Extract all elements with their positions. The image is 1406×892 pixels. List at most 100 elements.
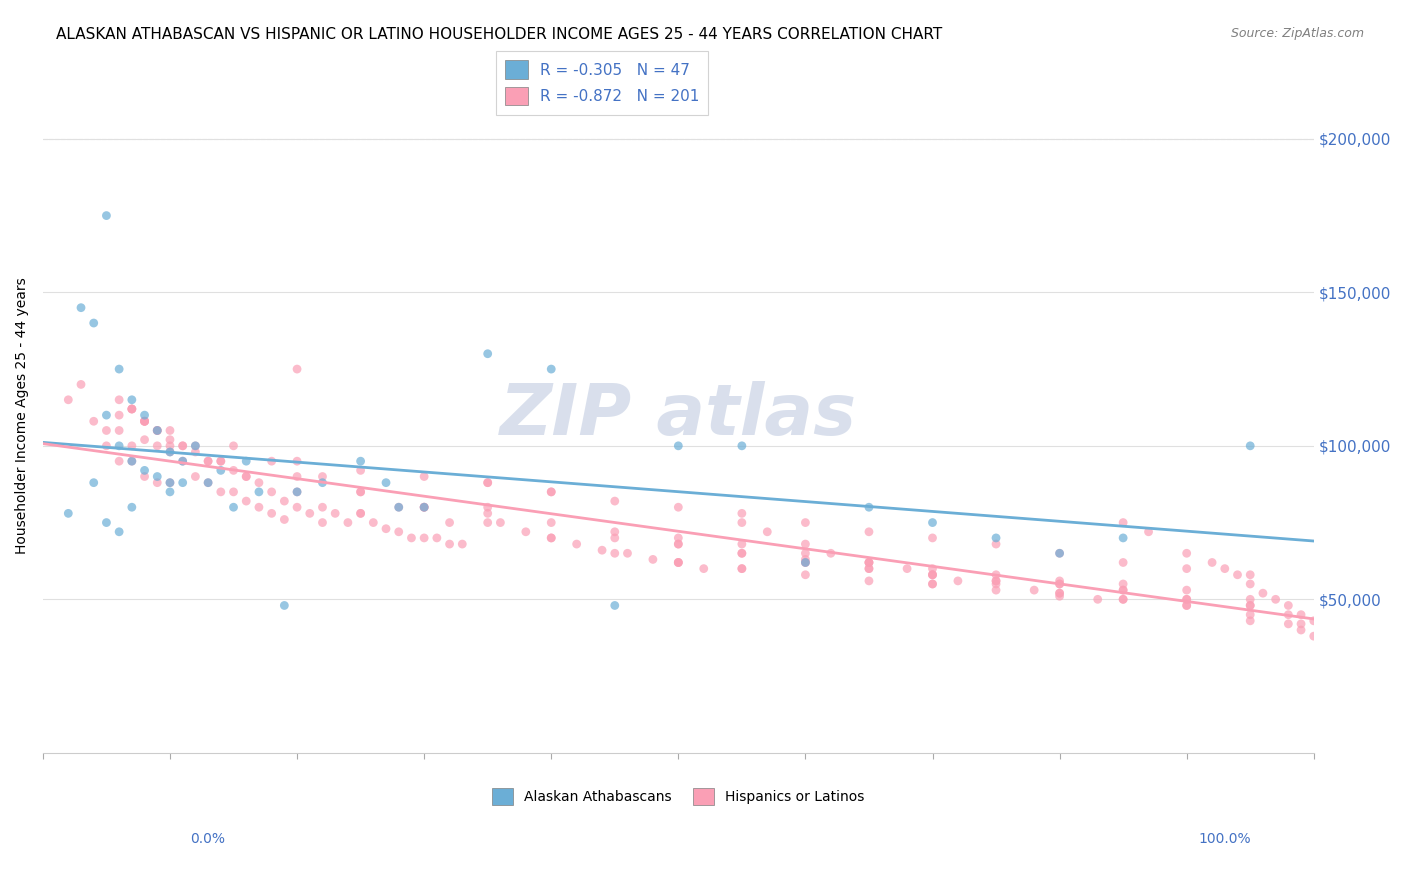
Point — [565, 537, 588, 551]
Point — [363, 516, 385, 530]
Point — [108, 524, 131, 539]
Point — [413, 469, 436, 483]
Point — [515, 524, 537, 539]
Point — [247, 500, 270, 515]
Point — [349, 484, 371, 499]
Point — [858, 556, 880, 570]
Point — [235, 469, 257, 483]
Point — [540, 484, 562, 499]
Point — [83, 475, 105, 490]
Point — [666, 556, 689, 570]
Point — [603, 524, 626, 539]
Point — [666, 537, 689, 551]
Point — [96, 516, 118, 530]
Point — [311, 500, 333, 515]
Point — [858, 556, 880, 570]
Point — [375, 475, 398, 490]
Point — [134, 414, 156, 428]
Text: ALASKAN ATHABASCAN VS HISPANIC OR LATINO HOUSEHOLDER INCOME AGES 25 - 44 YEARS C: ALASKAN ATHABASCAN VS HISPANIC OR LATINO… — [56, 27, 942, 42]
Point — [108, 392, 131, 407]
Point — [184, 439, 207, 453]
Point — [984, 567, 1007, 582]
Point — [984, 537, 1007, 551]
Point — [146, 424, 169, 438]
Point — [349, 454, 371, 468]
Point — [146, 424, 169, 438]
Point — [134, 433, 156, 447]
Point — [1277, 607, 1299, 622]
Point — [666, 556, 689, 570]
Point — [159, 445, 181, 459]
Point — [591, 543, 613, 558]
Point — [1239, 577, 1261, 591]
Point — [1087, 592, 1109, 607]
Point — [146, 475, 169, 490]
Point — [477, 516, 499, 530]
Point — [946, 574, 969, 588]
Text: Source: ZipAtlas.com: Source: ZipAtlas.com — [1230, 27, 1364, 40]
Point — [96, 424, 118, 438]
Point — [1112, 516, 1135, 530]
Point — [121, 500, 143, 515]
Point — [285, 469, 308, 483]
Point — [439, 516, 461, 530]
Point — [731, 546, 754, 560]
Point — [1112, 583, 1135, 598]
Point — [1239, 599, 1261, 613]
Point — [349, 507, 371, 521]
Point — [921, 577, 943, 591]
Point — [921, 531, 943, 545]
Point — [921, 567, 943, 582]
Point — [616, 546, 638, 560]
Point — [794, 556, 817, 570]
Point — [1049, 546, 1071, 560]
Point — [134, 463, 156, 477]
Point — [1175, 546, 1198, 560]
Point — [311, 516, 333, 530]
Point — [1175, 599, 1198, 613]
Point — [172, 454, 194, 468]
Point — [731, 546, 754, 560]
Point — [159, 439, 181, 453]
Point — [336, 516, 359, 530]
Point — [209, 484, 232, 499]
Point — [260, 484, 283, 499]
Point — [540, 484, 562, 499]
Point — [197, 454, 219, 468]
Point — [349, 507, 371, 521]
Point — [413, 500, 436, 515]
Point — [311, 475, 333, 490]
Point — [58, 392, 80, 407]
Point — [858, 574, 880, 588]
Point — [1175, 592, 1198, 607]
Point — [603, 531, 626, 545]
Point — [731, 561, 754, 575]
Point — [1112, 592, 1135, 607]
Point — [58, 507, 80, 521]
Text: ZIP atlas: ZIP atlas — [499, 381, 856, 450]
Point — [285, 500, 308, 515]
Point — [1024, 583, 1046, 598]
Point — [1049, 577, 1071, 591]
Point — [731, 537, 754, 551]
Point — [1112, 556, 1135, 570]
Point — [121, 454, 143, 468]
Point — [1264, 592, 1286, 607]
Point — [222, 484, 245, 499]
Point — [159, 475, 181, 490]
Point — [260, 507, 283, 521]
Point — [756, 524, 779, 539]
Point — [197, 475, 219, 490]
Point — [146, 439, 169, 453]
Point — [96, 209, 118, 223]
Point — [1175, 599, 1198, 613]
Point — [388, 500, 411, 515]
Point — [134, 414, 156, 428]
Y-axis label: Householder Income Ages 25 - 44 years: Householder Income Ages 25 - 44 years — [15, 277, 30, 554]
Point — [731, 439, 754, 453]
Point — [159, 424, 181, 438]
Point — [184, 445, 207, 459]
Point — [1175, 561, 1198, 575]
Point — [96, 439, 118, 453]
Point — [439, 537, 461, 551]
